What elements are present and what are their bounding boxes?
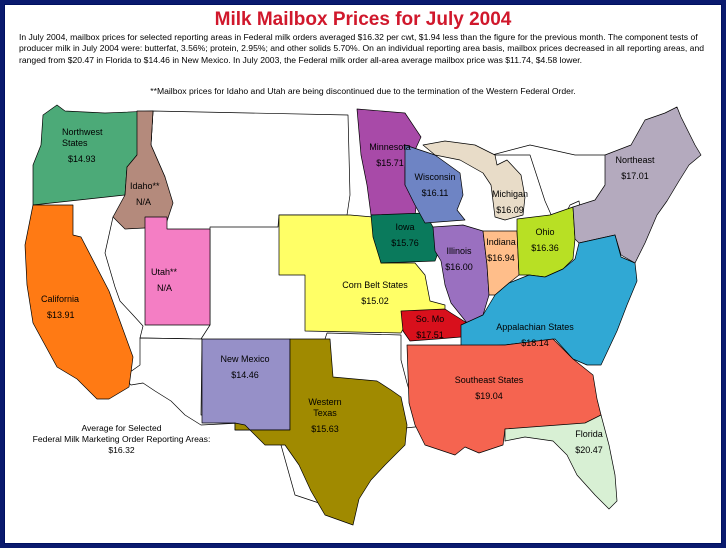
region-price-new-mexico: $14.46 xyxy=(231,370,259,380)
region-price-minnesota: $15.71 xyxy=(376,158,404,168)
region-price-illinois: $16.00 xyxy=(445,262,473,272)
region-price-california: $13.91 xyxy=(47,310,75,320)
average-box: Average for Selected Federal Milk Market… xyxy=(19,423,224,456)
region-name-corn-belt: Corn Belt States xyxy=(342,280,408,290)
region-price-appalachian: $18.14 xyxy=(521,338,549,348)
intro-text: In July 2004, mailbox prices for selecte… xyxy=(19,32,705,65)
region-price-so-mo: $17.51 xyxy=(416,330,444,340)
region-name-so-mo: So. Mo xyxy=(416,314,445,324)
region-price-southeast: $19.04 xyxy=(475,391,503,401)
region-price-iowa: $15.76 xyxy=(391,238,419,248)
region-shape-florida xyxy=(504,414,618,510)
region-shape-western-texas xyxy=(234,338,408,526)
region-shape-appalachian xyxy=(460,234,638,366)
region-name-california: California xyxy=(41,294,79,304)
region-name-appalachian: Appalachian States xyxy=(496,322,574,332)
region-price-idaho: N/A xyxy=(136,197,151,207)
average-value: $16.32 xyxy=(108,445,135,455)
page-title: Milk Mailbox Prices for July 2004 xyxy=(214,9,512,30)
region-name-western-texas: Western xyxy=(308,397,341,407)
region-shape-new-mexico xyxy=(201,338,291,431)
region-price-western-texas: $15.63 xyxy=(311,424,339,434)
region-name-minnesota: Minnesota xyxy=(369,142,411,152)
region-shape-wisconsin xyxy=(404,144,466,224)
region-price-indiana: $16.94 xyxy=(487,253,515,263)
region-shape-utah xyxy=(144,216,211,326)
region-price-utah: N/A xyxy=(157,283,172,293)
average-label-line-2: Federal Milk Marketing Order Reporting A… xyxy=(32,434,211,444)
region-shape-michigan xyxy=(422,140,526,221)
region-name-ohio: Ohio xyxy=(535,227,554,237)
region-name-wisconsin: Wisconsin xyxy=(414,172,455,182)
region-price-florida: $20.47 xyxy=(575,445,603,455)
region-price-michigan: $16.09 xyxy=(496,205,524,215)
region-name-western-texas: Texas xyxy=(313,408,337,418)
region-name-idaho: Idaho** xyxy=(130,181,160,191)
region-name-michigan: Michigan xyxy=(492,189,528,199)
region-name-northwest: States xyxy=(62,138,88,148)
region-name-florida: Florida xyxy=(575,429,603,439)
region-price-northwest: $14.93 xyxy=(68,154,96,164)
region-name-indiana: Indiana xyxy=(486,237,516,247)
region-name-northwest: Northwest xyxy=(62,127,103,137)
footnote: **Mailbox prices for Idaho and Utah are … xyxy=(150,86,576,96)
region-name-southeast: Southeast States xyxy=(455,375,524,385)
region-price-wisconsin: $16.11 xyxy=(422,188,449,198)
region-name-northeast: Northeast xyxy=(615,155,655,165)
region-shape-northeast xyxy=(572,106,702,264)
region-name-illinois: Illinois xyxy=(446,246,472,256)
intro-paragraph: In July 2004, mailbox prices for selecte… xyxy=(19,32,709,66)
map-frame: Northwest States $14.93 Idaho** N/A Californi… xyxy=(4,4,722,544)
region-price-ohio: $16.36 xyxy=(531,243,559,253)
region-name-utah: Utah** xyxy=(151,267,178,277)
region-price-corn-belt: $15.02 xyxy=(361,296,389,306)
region-price-northeast: $17.01 xyxy=(621,171,649,181)
region-shape-california xyxy=(24,204,134,400)
region-name-new-mexico: New Mexico xyxy=(220,354,269,364)
average-label-line-1: Average for Selected xyxy=(81,423,162,433)
region-name-iowa: Iowa xyxy=(395,222,414,232)
